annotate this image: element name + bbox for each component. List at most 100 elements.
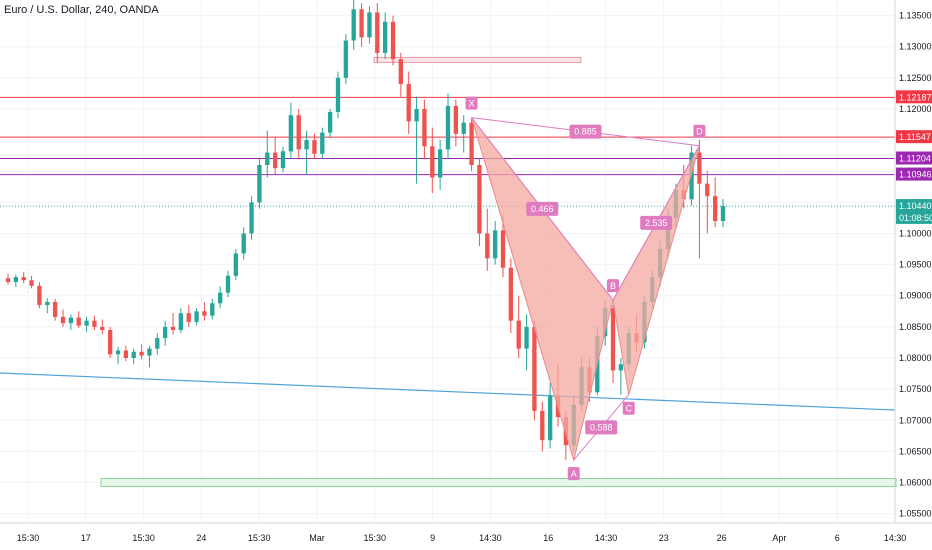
candle-body [500, 230, 506, 268]
candle-body [343, 40, 349, 78]
y-tick-label: 1.06500 [899, 446, 932, 456]
candle-body [461, 122, 466, 134]
y-tick-label: 1.12500 [899, 73, 932, 83]
candle-body [351, 9, 356, 41]
price-label-badge [896, 151, 932, 165]
candle-body [390, 21, 396, 60]
ratio-label: 0.466 [531, 204, 554, 214]
y-tick-label: 1.13000 [899, 42, 932, 52]
candle-body [375, 12, 380, 53]
ratio-label: 2.535 [645, 218, 668, 228]
candle-body [233, 253, 239, 276]
y-tick-label: 1.06000 [899, 478, 932, 488]
support-zone [100, 478, 897, 488]
candle-body [123, 350, 129, 359]
candle-body [414, 108, 419, 122]
ratio-badge [569, 124, 602, 139]
candle-body [265, 152, 270, 165]
pattern-point-label: B [610, 281, 616, 291]
candle-body [288, 115, 294, 152]
pattern-point-label: A [571, 469, 577, 479]
candle-body [492, 230, 498, 259]
x-tick-label: 6 [835, 533, 840, 543]
ratio-badge [526, 201, 559, 216]
y-tick-label: 1.10000 [899, 228, 932, 238]
y-tick-label: 1.07500 [899, 384, 932, 394]
price-label-badge [896, 90, 932, 104]
candle-body [532, 326, 537, 411]
y-tick-label: 1.12000 [899, 104, 932, 114]
candle-body [155, 338, 160, 349]
ratio-label: 0.885 [574, 127, 597, 137]
candle-body [422, 108, 427, 147]
candle-body [147, 348, 152, 356]
candle-body [280, 151, 286, 169]
candle-body [453, 105, 459, 134]
y-tick-label: 1.09500 [899, 260, 932, 270]
candle-body [84, 320, 89, 326]
candle-body [100, 326, 105, 330]
candle-body [367, 12, 372, 38]
candle-body [45, 301, 50, 306]
x-tick-label: 14:30 [479, 533, 502, 543]
candle-body [131, 351, 136, 359]
candle-body [5, 278, 11, 283]
candle-body [335, 77, 341, 113]
candle-body [689, 152, 694, 200]
x-tick-label: 17 [81, 533, 91, 543]
ratio-badge [640, 215, 673, 230]
candle-body [720, 206, 726, 222]
x-tick-label: 14:30 [595, 533, 618, 543]
pattern-point-badge [567, 467, 580, 481]
y-tick-label: 1.08000 [899, 353, 932, 363]
ratio-badge [585, 420, 618, 435]
candle-body [382, 21, 388, 53]
pattern-triangle-bcd [612, 145, 700, 395]
candle-body [547, 395, 553, 441]
candle-body [406, 84, 411, 122]
candle-body [37, 285, 42, 306]
candle-body [304, 140, 309, 150]
candle-body [516, 320, 521, 349]
x-tick-label: 15:30 [17, 533, 40, 543]
x-tick-label: Mar [309, 533, 325, 543]
candle-body [320, 132, 325, 154]
pattern-point-badge [622, 401, 635, 415]
x-tick-label: 24 [196, 533, 206, 543]
candle-body [249, 202, 254, 234]
x-tick-label: 26 [717, 533, 727, 543]
candle-body [139, 351, 144, 356]
price-label-text: 1.12187 [899, 92, 932, 102]
price-label-badge [896, 210, 932, 224]
x-tick-label: 9 [430, 533, 435, 543]
candle-body [257, 164, 262, 203]
price-label-badge [896, 199, 932, 213]
pattern-point-badge [607, 279, 619, 293]
candle-body [469, 122, 474, 165]
y-tick-label: 1.07000 [899, 415, 932, 425]
candle-body [13, 277, 19, 283]
price-label-text: 1.10440 [899, 201, 932, 211]
y-tick-label: 1.08500 [899, 322, 932, 332]
x-tick-label: 15:30 [248, 533, 271, 543]
candle-body [76, 317, 81, 326]
candle-body [618, 364, 624, 371]
y-tick-label: 1.09000 [899, 291, 932, 301]
candle-body [186, 313, 191, 322]
resistance-zone [373, 56, 582, 63]
y-tick-label: 1.05500 [899, 509, 932, 519]
candle-body [610, 308, 616, 371]
x-tick-label: 15:30 [364, 533, 387, 543]
candle-body [52, 301, 58, 317]
candle-body [21, 277, 26, 281]
candle-body [60, 316, 66, 324]
x-tick-label: 14:30 [884, 533, 907, 543]
candle-body [359, 9, 364, 38]
chart-title: Euro / U.S. Dollar, 240, OANDA [4, 4, 159, 16]
candle-body [445, 105, 451, 150]
candle-body [162, 326, 168, 339]
candle-body [178, 313, 184, 330]
candle-body [398, 59, 404, 85]
